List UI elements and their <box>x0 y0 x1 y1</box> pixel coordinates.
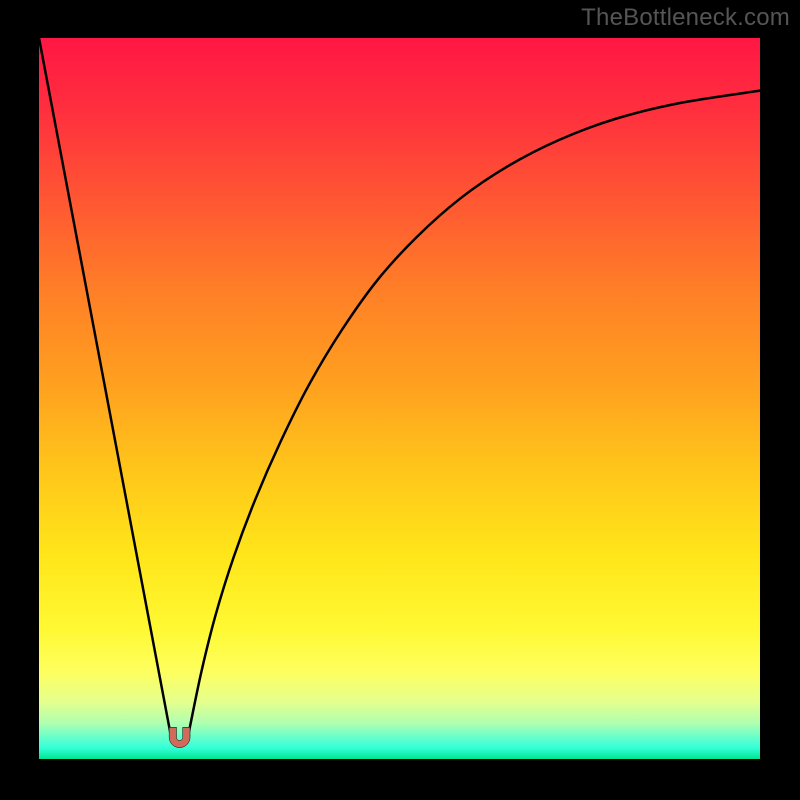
chart-container: TheBottleneck.com <box>0 0 800 800</box>
bottleneck-chart <box>0 0 800 800</box>
watermark-label: TheBottleneck.com <box>581 4 790 32</box>
plot-background <box>39 38 760 759</box>
